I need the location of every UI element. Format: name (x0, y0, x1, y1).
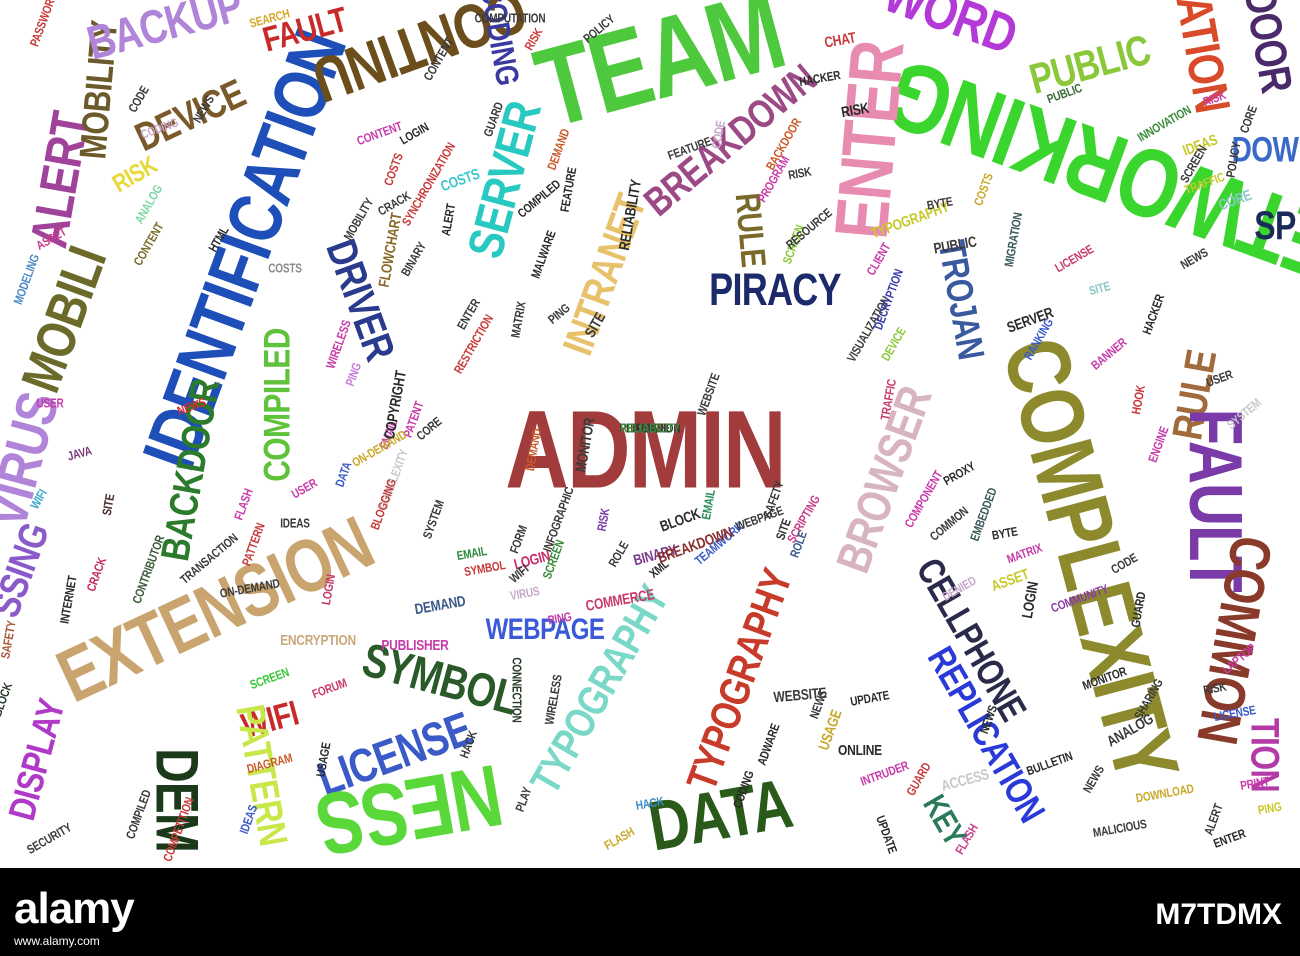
word-banner: BANNER (1089, 335, 1130, 374)
word-reliability: RELIABILITY (620, 422, 680, 437)
word-bulletin: BULLETIN (1024, 749, 1075, 780)
word-permission: PERMISSION (619, 422, 681, 437)
word-risk: RISK (595, 507, 614, 533)
word-feature: FEATURE (558, 166, 581, 214)
word-common: COMMON (927, 504, 972, 545)
word-java: JAVA (66, 444, 94, 465)
word-update: UPDATE (630, 422, 670, 437)
word-engine: ENGINE (1146, 424, 1173, 465)
word-crack: CRACK (84, 555, 110, 594)
word-internet: INTERNET (58, 574, 81, 625)
word-program: PROGRAM (755, 154, 794, 206)
word-matrix: MATRIX (509, 300, 530, 340)
word-safety: SAFETY (0, 619, 20, 660)
word-hacker: HACKER (1140, 292, 1168, 337)
word-download: DOWNLOAD (1134, 782, 1195, 807)
word-malicious: MALICIOUS (1091, 817, 1148, 841)
word-costs: COSTS (268, 262, 302, 277)
word-online: ONLINE (838, 741, 882, 759)
word-alert: ALERT (1202, 802, 1227, 838)
word-byte: BYTE (990, 525, 1019, 544)
word-proxy: PROXY (941, 460, 978, 489)
word-publisher: PUBLISHER (381, 636, 449, 654)
word-flowchart: FLOWCHART (374, 211, 406, 289)
alamy-url: www.alamy.com (14, 934, 100, 948)
word-login: LOGIN (319, 573, 339, 607)
word-security: SECURITY (25, 821, 75, 858)
word-piracy: PIRACY (709, 263, 841, 315)
word-malware: MALWARE (529, 229, 560, 281)
word-backup: BACKUP (81, 0, 249, 71)
word-access: ACCESS (939, 765, 991, 795)
watermark-bar: alamy www.alamy.com M7TDMX (0, 868, 1300, 956)
word-play: PLAY (513, 785, 536, 814)
word-cloud: ADMIN PIRACY IDENTIFICATION TEAM NETWORKING C… (0, 0, 1300, 868)
word-display: DISPLAY (1, 695, 74, 825)
word-webpage: WEBPAGE (485, 612, 605, 647)
word-computation: COMPUTATION (474, 12, 546, 27)
word-password: PASSWORD (28, 0, 61, 49)
word-content: CONTENT (355, 119, 405, 149)
word-ideas: IDEAS (280, 517, 310, 532)
word-block: BLOCK (0, 681, 16, 719)
word-update: UPDATE (849, 689, 891, 710)
alamy-logo: alamy (14, 884, 135, 933)
word-safety: SAFETY (630, 422, 670, 437)
word-public: PUBLIC (1024, 26, 1156, 104)
word-user: USER (636, 422, 664, 437)
word-client: CLIENT (864, 241, 895, 279)
word-forum: FORUM (310, 676, 349, 702)
word-site: SITE (1087, 279, 1112, 299)
word-typography: TYPOGRAPHY (678, 563, 802, 797)
word-block: BLOCK (632, 422, 668, 437)
word-costs: COSTS (382, 151, 407, 188)
word-binary: BINARY (399, 240, 430, 280)
word-door: DOOR (1234, 0, 1300, 97)
word-connection: CONNECTION (508, 657, 523, 723)
word-login: LOGIN (397, 120, 432, 149)
word-sp: SP (1254, 202, 1296, 248)
word-screen: SCREEN (248, 666, 292, 693)
word-admin: ADMIN (505, 387, 786, 512)
word-license: LICENSE (1053, 243, 1097, 276)
word-flash: FLASH (602, 825, 638, 854)
word-ping: PING (1257, 800, 1283, 819)
word-analog: ANALOG (132, 183, 166, 227)
word-intranet: INTRANET (554, 188, 656, 362)
word-role: ROLE (606, 539, 633, 570)
word-update: UPDATE (872, 814, 899, 856)
word-intruder: INTRUDER (858, 759, 911, 790)
word-content: CONTENT (131, 220, 168, 269)
word-device: DEVICE (128, 70, 252, 160)
word-compiled: COMPILED (256, 328, 298, 482)
image-id: M7TDMX (1155, 898, 1282, 931)
word-enter: ENTER (1211, 827, 1248, 852)
word-virus: VIRUS (509, 585, 541, 604)
word-system: SYSTEM (421, 498, 448, 541)
word-adware: ADWARE (755, 722, 784, 768)
word-hook: HOOK (1130, 384, 1149, 416)
word-ssing: SSING (0, 517, 58, 623)
word-site: SITE (100, 493, 119, 517)
word-ping: PING (343, 361, 365, 389)
word-encryption: ENCRYPTION (280, 631, 356, 649)
word-migration: MIGRATION (1002, 211, 1026, 269)
word-dow: DOW (1231, 130, 1299, 169)
word-login: LOGIN (1018, 580, 1042, 620)
word-data: DATA (642, 763, 798, 866)
word-user: USER (36, 397, 64, 412)
word-alert: ALERT (439, 202, 459, 238)
word-risk: RISK (839, 98, 871, 122)
word-symbol: SYMBOL (463, 559, 507, 580)
word-blogging: BLOGGING (368, 477, 400, 532)
word-flash: FLASH (232, 487, 257, 523)
word-demand: DEMAND (413, 591, 467, 619)
word-guard: GUARD (904, 760, 935, 799)
word-risk: RISK (787, 165, 813, 184)
word-email: EMAIL (699, 488, 719, 521)
word-email: EMAIL (455, 544, 488, 564)
word-data: DATA (333, 460, 356, 490)
